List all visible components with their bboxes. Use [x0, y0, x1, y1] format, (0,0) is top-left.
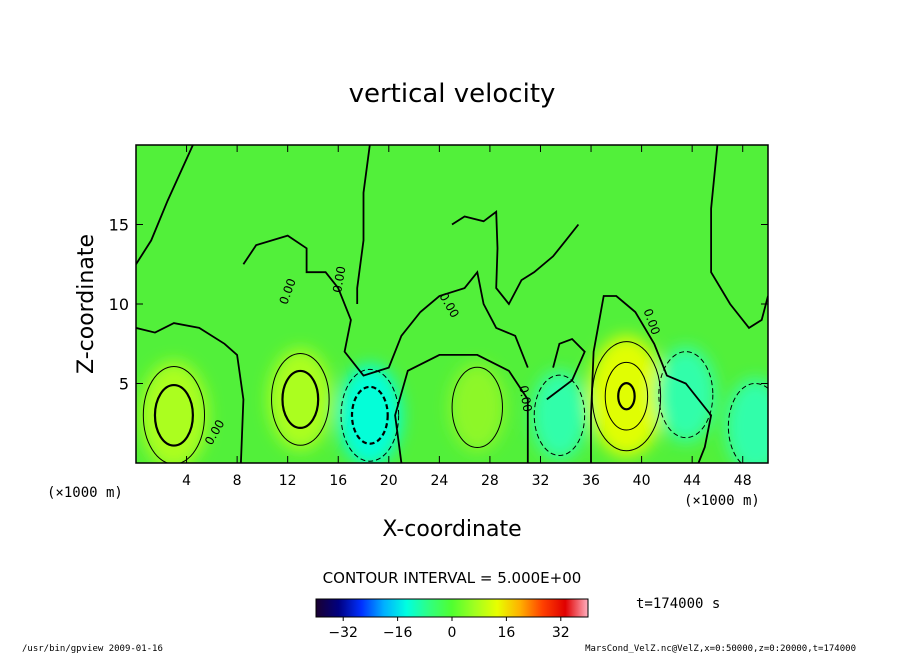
zero-contour-label: 0.00 [330, 265, 348, 294]
x-tick-label: 16 [329, 473, 347, 489]
x-tick-label: 8 [233, 473, 242, 489]
x-tick-label: 28 [481, 473, 499, 489]
x-tick-label: 24 [430, 473, 448, 489]
colorbar-tick-label: −16 [383, 625, 413, 641]
updraft-shading [139, 361, 208, 463]
downdraft-shading [655, 346, 716, 443]
x-tick-label: 32 [532, 473, 550, 489]
colorbar-tick-label: 16 [497, 625, 515, 641]
zero-contour-line [356, 145, 371, 304]
zero-contour-line [710, 145, 768, 330]
zero-contour-line [136, 322, 245, 463]
x-tick-label: 20 [380, 473, 398, 489]
x-axis-label: X-coordinate [382, 517, 521, 542]
x-tick-label: 44 [683, 473, 701, 489]
updraft-contour [153, 383, 194, 447]
contour-lines [136, 145, 768, 463]
y-tick-label: 5 [119, 375, 129, 394]
updraft-contour [142, 366, 206, 463]
updraft-shading [449, 362, 506, 452]
y-tick-label: 15 [109, 216, 129, 235]
downdraft-shading [725, 378, 768, 463]
colorbar [315, 598, 589, 618]
footer-left: /usr/bin/gpview 2009-01-16 [22, 644, 163, 654]
zero-contour-line [546, 337, 586, 401]
updraft-contour [271, 353, 330, 446]
y-axis-ticks: 5 10 15 [109, 216, 768, 394]
zero-contour-line [590, 295, 713, 463]
colorbar-tick-label: −32 [328, 625, 358, 641]
zero-contour-line [394, 354, 529, 463]
x-unit-label-right: (×1000 m) [684, 493, 760, 509]
time-label: t=174000 s [636, 596, 720, 612]
x-tick-label: 48 [734, 473, 752, 489]
x-tick-label: 36 [582, 473, 600, 489]
zero-contour-line [451, 210, 580, 306]
contour-interval-label: CONTOUR INTERVAL = 5.000E+00 [323, 569, 582, 587]
x-axis-ticks: 4 8 12 16 20 24 28 32 36 40 44 48 [182, 145, 752, 489]
x-tick-label: 12 [279, 473, 297, 489]
downdraft-contour [340, 368, 400, 462]
colorbar-ticks: −32 −16 0 16 32 [328, 617, 570, 641]
velocity-shading [139, 335, 768, 463]
colorbar-tick-label: 0 [448, 625, 457, 641]
downdraft-shading [337, 364, 402, 463]
plot-area [136, 145, 768, 463]
updraft-contour [617, 382, 636, 411]
chart-title: vertical velocity [349, 79, 556, 109]
y-tick-label: 10 [109, 295, 129, 314]
x-unit-label-left: (×1000 m) [47, 485, 123, 501]
zero-contour-line [242, 234, 529, 377]
updraft-shading [268, 348, 333, 451]
updraft-contour [604, 361, 649, 431]
updraft-contour [451, 366, 503, 448]
updraft-shading [588, 335, 665, 457]
updraft-contour [281, 369, 320, 429]
colorbar-tick-label: 32 [552, 625, 570, 641]
y-axis-label: Z-coordinate [74, 234, 99, 374]
downdraft-contour [658, 351, 714, 439]
downdraft-contour [350, 385, 389, 445]
zero-contour-label: 0.00 [516, 384, 534, 413]
x-tick-label: 4 [182, 473, 191, 489]
x-tick-label: 40 [633, 473, 651, 489]
downdraft-shading [531, 370, 588, 460]
downdraft-contour [533, 374, 586, 456]
footer-right: MarsCond_VelZ.nc@VelZ,x=0:50000,z=0:2000… [585, 644, 856, 654]
zero-contour-line [136, 145, 194, 265]
